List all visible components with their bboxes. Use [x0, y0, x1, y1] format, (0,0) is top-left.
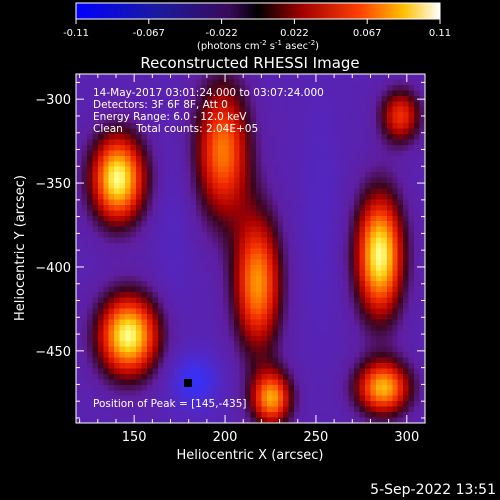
peak-marker [184, 379, 192, 387]
x-axis-label: Heliocentric X (arcsec) [177, 448, 324, 463]
peak-position-text: Position of Peak = [145,-435] [93, 398, 247, 410]
image-annotations: 14-May-2017 03:01:24.000 to 03:07:24.000… [93, 87, 324, 410]
heatmap-image [76, 74, 425, 423]
y-tick-label: −400 [35, 261, 71, 276]
plot-title: Reconstructed RHESSI Image [140, 54, 359, 72]
x-tick-label: 250 [304, 430, 329, 445]
colorbar-tick-label: 0.11 [429, 28, 451, 39]
x-tick-label: 300 [394, 430, 419, 445]
colorbar-tick-label: -0.11 [63, 28, 89, 39]
colorbar-tick-labels: -0.11 -0.067 -0.022 0.022 0.067 0.11 [63, 28, 451, 39]
colorbar-gradient [75, 2, 441, 20]
x-tick-label: 150 [122, 430, 147, 445]
x-tick-label: 200 [213, 430, 238, 445]
plot-frame [75, 73, 426, 424]
y-axis-label: Heliocentric Y (arcsec) [13, 175, 28, 321]
footer-timestamp: 5-Sep-2022 13:51 [370, 482, 496, 498]
colorbar-tick-label: 0.067 [353, 28, 382, 39]
time-range-text: 14-May-2017 03:01:24.000 to 03:07:24.000 [93, 87, 324, 99]
colorbar-ticks [75, 19, 441, 24]
y-tick-label: −350 [35, 177, 71, 192]
colorbar-tick-label: -0.067 [133, 28, 165, 39]
y-tick-label: −300 [35, 93, 71, 108]
x-axis: 150 200 250 300 [79, 74, 426, 445]
colorbar-tick-label: 0.022 [280, 28, 309, 39]
y-tick-label: −450 [35, 345, 71, 360]
colorbar-unit-label: (photons cm-2 s-1 asec-2) [197, 39, 319, 52]
rhessi-image [76, 74, 425, 423]
clean-counts-text: Clean Total counts: 2.04E+05 [93, 123, 258, 135]
y-axis: −300 −350 −400 −450 [35, 81, 425, 419]
detectors-text: Detectors: 3F 6F 8F, Att 0 [93, 99, 228, 111]
colorbar: -0.11 -0.067 -0.022 0.022 0.067 0.11 (photons… [63, 2, 451, 52]
energy-range-text: Energy Range: 6.0 - 12.0 keV [93, 111, 247, 123]
colorbar-tick-label: -0.022 [205, 28, 237, 39]
